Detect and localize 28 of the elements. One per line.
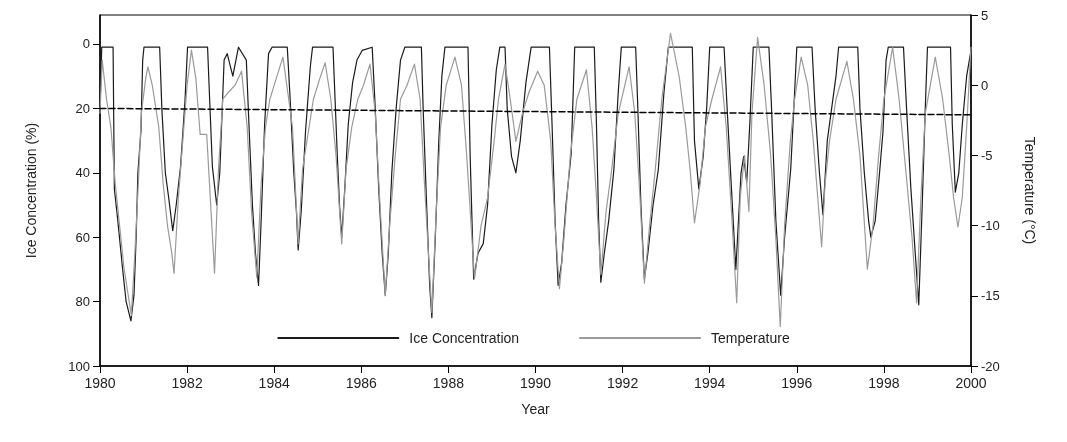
x-tick-label: 1994 bbox=[694, 375, 726, 391]
y2-tick-label: 5 bbox=[981, 7, 989, 23]
y2-tick-label: -10 bbox=[981, 218, 1000, 234]
y-tick-label: 80 bbox=[75, 294, 90, 310]
x-tick-label: 1980 bbox=[84, 375, 116, 391]
y2-tick-label: -20 bbox=[981, 358, 1000, 374]
x-tick-label: 1998 bbox=[868, 375, 900, 391]
x-tick-label: 1984 bbox=[258, 375, 290, 391]
y2-tick-label: -15 bbox=[981, 288, 1000, 304]
x-tick-label: 1982 bbox=[171, 375, 203, 391]
x-tick-label: 1990 bbox=[519, 375, 552, 391]
y2-tick-label: -5 bbox=[981, 147, 993, 163]
x-tick-label: 1996 bbox=[781, 375, 813, 391]
x-tick-label: 1992 bbox=[607, 375, 639, 391]
y-tick-label: 40 bbox=[75, 165, 90, 181]
x-tick-label: 2000 bbox=[955, 375, 987, 391]
y-tick-label: 60 bbox=[75, 229, 90, 245]
y-tick-label: 20 bbox=[75, 100, 90, 116]
y2-axis-title: Temperature (°C) bbox=[1022, 136, 1038, 245]
x-tick-label: 1986 bbox=[345, 375, 378, 391]
y-tick-label: 0 bbox=[82, 36, 90, 52]
x-tick-label: 1988 bbox=[432, 375, 465, 391]
y-axis-title: Ice Concentration (%) bbox=[23, 122, 39, 259]
series-label: Temperature bbox=[711, 330, 790, 346]
y2-tick-label: 0 bbox=[981, 77, 989, 93]
y-tick-label: 100 bbox=[68, 358, 90, 374]
series-label: Ice Concentration bbox=[409, 330, 520, 346]
x-axis-title: Year bbox=[521, 401, 550, 417]
